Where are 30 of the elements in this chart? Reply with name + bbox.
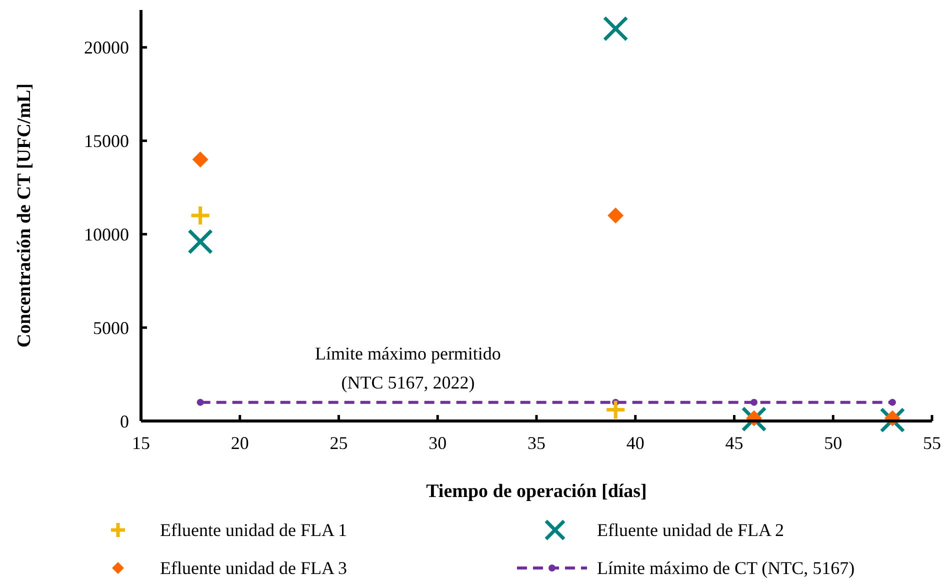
point	[750, 398, 758, 406]
x-axis-title: Tiempo de operación [días]	[426, 481, 647, 502]
point	[188, 228, 214, 254]
x-tick-label: 55	[923, 433, 941, 453]
point	[604, 399, 626, 421]
x-tick-label: 30	[428, 433, 447, 453]
y-tick-label: 10000	[84, 224, 129, 244]
point	[192, 151, 208, 168]
annotation: Límite máximo permitido (NTC 5167, 2022)	[314, 343, 501, 392]
point	[602, 16, 628, 42]
x-tick-label: 20	[230, 433, 249, 453]
y-tick-label: 5000	[93, 318, 129, 338]
x-tick-label: 50	[824, 433, 842, 453]
y-tick-label: 15000	[84, 131, 129, 152]
legend-label: Efluente unidad de FLA 3	[160, 558, 347, 578]
point	[196, 398, 204, 406]
point	[608, 208, 624, 224]
y-tick-label: 0	[120, 411, 129, 432]
y-tick-label: 20000	[84, 38, 129, 58]
point	[888, 398, 896, 406]
legend-label: Efluente unidad de FLA 2	[597, 520, 784, 540]
x-tick-label: 45	[725, 433, 744, 453]
legend-label: Límite máximo de CT (NTC, 5167)	[597, 558, 855, 578]
x-tick-label: 40	[626, 433, 644, 453]
legend-label: Efluente unidad de FLA 1	[160, 520, 347, 540]
x-tick-label: 25	[330, 433, 348, 453]
point	[190, 204, 212, 226]
x-tick-label: 35	[528, 433, 546, 453]
x-tick-label: 15	[132, 433, 150, 453]
y-axis-title: Concentración de CT [UFC/mL]	[14, 83, 35, 348]
